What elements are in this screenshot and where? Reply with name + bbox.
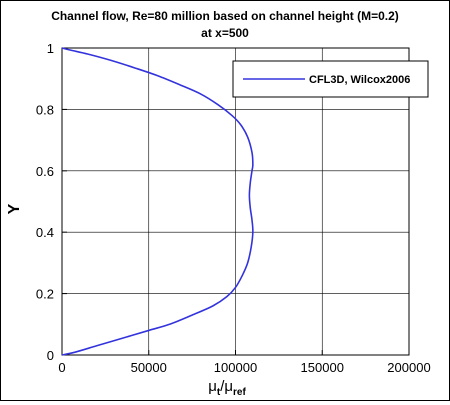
y-tick-label: 0.2 — [36, 287, 54, 302]
series-layer — [61, 47, 254, 356]
x-axis-label-sub-ref: ref — [233, 387, 246, 398]
y-tick-labels: 0 0.2 0.4 0.6 0.8 1 — [36, 41, 54, 363]
x-tick-labels: 0 50000 100000 150000 200000 — [58, 360, 430, 375]
x-axis-label-sub-t: t — [217, 387, 221, 398]
chart-subtitle: at x=500 — [201, 26, 249, 40]
y-tick-label: 0.4 — [36, 225, 54, 240]
y-tick-label: 0 — [47, 348, 54, 363]
x-tick-label: 0 — [58, 360, 65, 375]
x-tick-label: 50000 — [131, 360, 167, 375]
legend: CFL3D, Wilcox2006 — [232, 60, 429, 98]
x-axis-label-mu: μ — [208, 378, 217, 395]
x-axis-label-slash-mu: /μ — [220, 378, 233, 395]
y-tick-label: 0.8 — [36, 102, 54, 117]
plot-area — [61, 47, 410, 356]
x-axis-label: μt/μref — [208, 378, 246, 398]
chart-title: Channel flow, Re=80 million based on cha… — [51, 9, 399, 23]
x-tick-label: 200000 — [387, 360, 430, 375]
y-tick-label: 1 — [47, 41, 54, 56]
y-tick-label: 0.6 — [36, 164, 54, 179]
x-tick-label: 100000 — [214, 360, 257, 375]
y-axis-label: Y — [6, 203, 23, 214]
series-line — [61, 47, 254, 356]
legend-entry: CFL3D, Wilcox2006 — [309, 74, 410, 86]
x-tick-label: 150000 — [301, 360, 344, 375]
